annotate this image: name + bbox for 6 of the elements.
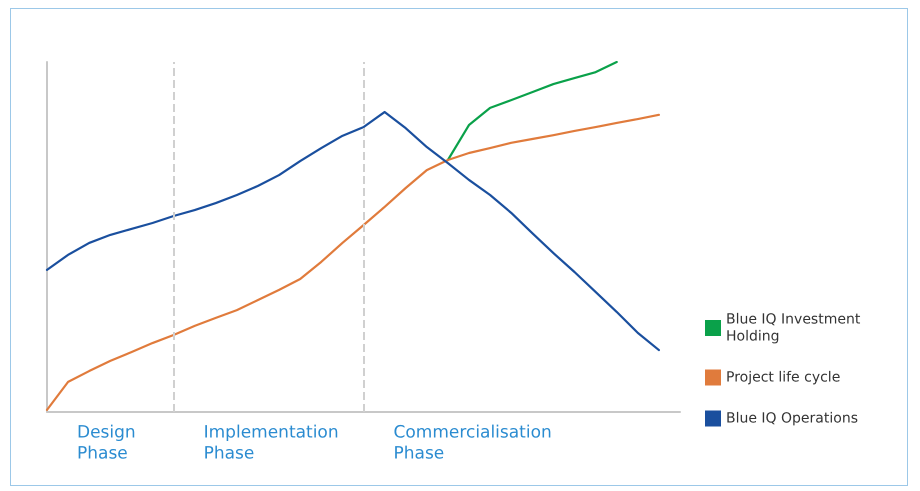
text: Commercialisation Phase — [394, 422, 552, 464]
legend-label: Project life cycle — [726, 370, 840, 386]
legend-label: Blue IQ Investment Holding — [726, 312, 865, 344]
legend-label: Blue IQ Operations — [726, 410, 858, 426]
text: Implementation Phase — [204, 422, 339, 464]
text: Design Phase — [77, 422, 136, 464]
